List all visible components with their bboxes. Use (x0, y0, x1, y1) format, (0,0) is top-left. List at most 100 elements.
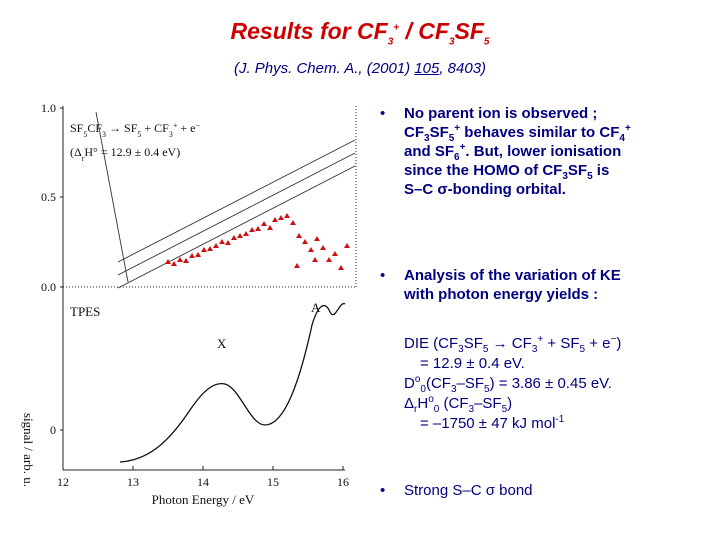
text-run: (CF (439, 395, 469, 412)
text-run: DIE (CF (404, 335, 459, 352)
text-run: 6 (454, 152, 460, 163)
results-block: DIE (CF3SF5 → CF3+ + SF5 + e−) = 12.9 ± … (404, 334, 621, 434)
text-run: 5 (483, 36, 490, 48)
text-run: (J. Phys. Chem. A., (2001) (233, 60, 415, 77)
text-run: 3 (468, 404, 475, 415)
text-run: –SF (456, 375, 485, 392)
x-tick-label: 14 (197, 475, 209, 489)
text-run: + e (177, 121, 195, 135)
text-run: = –1750 ± 47 kJ mol (420, 415, 556, 432)
text-run: 5 (482, 344, 489, 355)
slide-title: Results for CF3+ / CF3SF5 (0, 18, 720, 48)
text-run: behaves similar to CF (460, 124, 620, 141)
text-run: (CF (425, 375, 451, 392)
text-run: SF (463, 335, 483, 352)
y-tick-label: 0 (50, 423, 56, 437)
text-run: is (592, 162, 610, 179)
text-run: 3 (450, 384, 457, 395)
text-line: DIE (CF3SF5 → CF3+ + SF5 + e−) (404, 334, 621, 355)
text-run: and SF (404, 143, 455, 160)
spectrum-label: TPES (70, 304, 100, 319)
text-run: 0 (433, 404, 440, 415)
text-line: with photon energy yields : (404, 285, 621, 304)
text-run: Δ (404, 395, 415, 412)
reaction-label: SF5CF3 → SF5 + CF3+ + e− (70, 121, 200, 139)
citation: (J. Phys. Chem. A., (2001) 105, 8403) (0, 60, 720, 77)
text-run: 5 (137, 130, 141, 139)
text-run: 5 (501, 404, 508, 415)
text-run: 4 (619, 133, 625, 144)
text-line: and SF6+. But, lower ionisation (404, 142, 631, 163)
text-run: SF (454, 18, 484, 44)
text-run: H° = 12.9 ± 0.4 eV) (84, 145, 180, 159)
text-run: -1 (555, 414, 565, 425)
text-run: + (624, 123, 631, 134)
text-run: , 8403) (439, 60, 487, 77)
text-run: (Δ (70, 145, 82, 159)
text-run: D (404, 375, 415, 392)
text-run: SF (567, 162, 588, 179)
text-run: SF (429, 124, 449, 141)
text-run: o (428, 394, 434, 405)
text-run: σ (485, 482, 495, 499)
text-run: ) = 3.86 ± 0.45 eV. (489, 375, 612, 392)
fit-lines (95, 111, 356, 289)
y-tick-label: 1.0 (41, 101, 56, 115)
text-run: with photon energy yields : (404, 286, 599, 303)
text-run: bond (494, 482, 533, 499)
text-line: S–C σ-bonding orbital. (404, 180, 631, 199)
text-run: 5 (448, 133, 455, 144)
text-run: Analysis of the variation of KE (404, 267, 621, 284)
text-run: H (417, 395, 429, 412)
text-run: + (459, 142, 466, 153)
text-run: Results for CF (230, 18, 388, 44)
text-run: 0 (420, 384, 426, 395)
text-run: 5 (83, 130, 87, 139)
text-run: + (454, 123, 461, 134)
axes (60, 106, 357, 471)
text-run: 5 (484, 384, 490, 395)
text-run: + (173, 121, 178, 130)
text-run: σ (437, 181, 448, 198)
text-run: 3 (562, 171, 568, 182)
x-tick-label: 16 (337, 475, 349, 489)
text-run: + SF (543, 335, 580, 352)
text-run: CF (87, 121, 102, 135)
text-run: + CF (141, 121, 169, 135)
text-run: SF (70, 121, 84, 135)
text-run: since the HOMO of CF (404, 162, 563, 179)
text-line: = –1750 ± 47 kJ mol-1 (404, 414, 621, 434)
text-line: = 12.9 ± 0.4 eV. (404, 354, 621, 374)
y-axis-label: signal / arb. u. (21, 413, 36, 487)
text-run: 3 (102, 130, 106, 139)
text-run: = 12.9 ± 0.4 eV. (420, 355, 525, 372)
text-run: o (414, 374, 421, 385)
enthalpy-label: (ΔrH° = 12.9 ± 0.4 eV) (70, 145, 180, 163)
y-tick-label: 0.0 (41, 280, 56, 294)
x-tick-label: 13 (127, 475, 139, 489)
bullet-dot: • (380, 267, 386, 284)
peak-label: A (311, 300, 321, 315)
text-run: . But, lower ionisation (465, 143, 622, 160)
text-run: S–C (404, 181, 438, 198)
text-run: − (195, 121, 200, 130)
text-line: Strong S–C σ bond (404, 481, 533, 500)
text-run: ) (507, 395, 513, 412)
text-run: / CF (399, 18, 449, 44)
text-run: -bonding orbital. (447, 181, 566, 198)
x-tick-label: 15 (267, 475, 279, 489)
text-run: 3 (387, 36, 394, 48)
text-run: → CF (488, 335, 532, 352)
x-axis-label: Photon Energy / eV (152, 492, 255, 507)
text-run: 3 (448, 36, 455, 48)
bullet-dot: • (380, 105, 386, 122)
bullet: Strong S–C σ bond (404, 481, 533, 500)
bullet: No parent ion is observed ; CF3SF5+ beha… (404, 104, 631, 199)
text-run: + e (585, 335, 611, 352)
text-run: r (82, 154, 85, 163)
peak-label: X (217, 336, 227, 351)
data-points (165, 213, 350, 270)
text-line: Analysis of the variation of KE (404, 266, 621, 285)
text-run: 5 (579, 344, 586, 355)
